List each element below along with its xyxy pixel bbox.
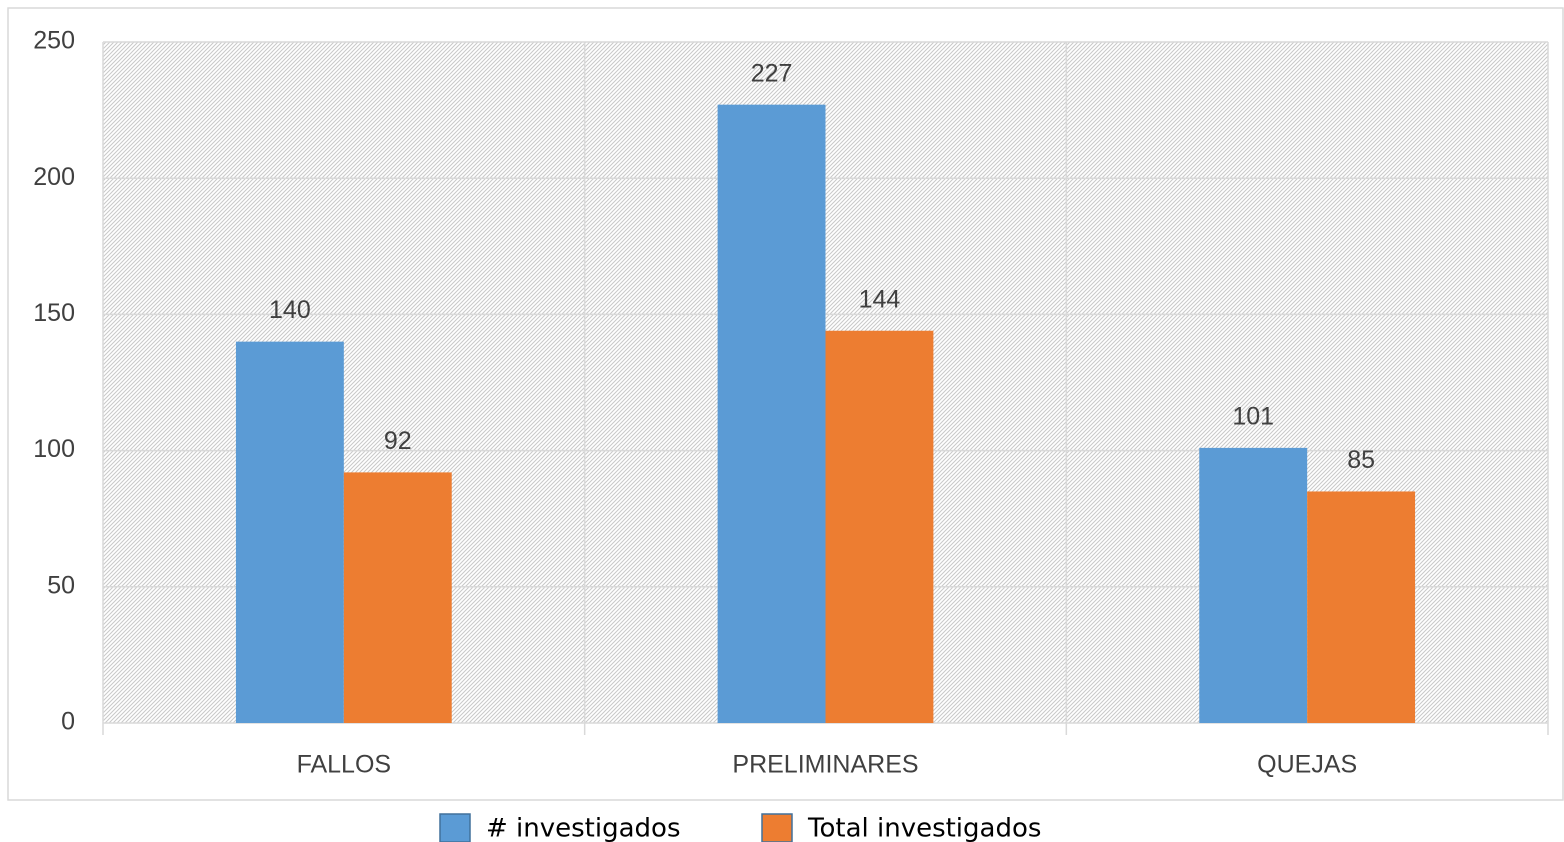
data-label: 92	[384, 427, 412, 455]
data-label: 85	[1347, 446, 1375, 474]
bar	[1307, 491, 1416, 723]
legend-swatch	[761, 813, 793, 842]
y-tick-label: 100	[33, 435, 75, 463]
bar	[825, 330, 934, 723]
y-tick-label: 0	[61, 708, 75, 736]
bar	[717, 104, 826, 724]
bar	[235, 341, 344, 723]
y-tick-label: 50	[47, 571, 75, 599]
y-tick-label: 250	[33, 27, 75, 55]
data-label: 144	[859, 285, 901, 313]
bar	[343, 472, 452, 723]
y-tick-label: 150	[33, 299, 75, 327]
x-tick-label: QUEJAS	[1257, 751, 1357, 779]
x-tick-label: FALLOS	[297, 751, 392, 779]
data-label: 227	[751, 59, 793, 87]
y-tick-label: 200	[33, 163, 75, 191]
bar	[1199, 447, 1308, 723]
data-label: 140	[269, 296, 311, 324]
legend-label: # investigados	[486, 814, 681, 842]
data-label: 101	[1232, 402, 1274, 430]
legend-label: Total investigados	[807, 814, 1041, 842]
x-tick-label: PRELIMINARES	[732, 751, 918, 779]
legend-swatch	[439, 813, 471, 842]
